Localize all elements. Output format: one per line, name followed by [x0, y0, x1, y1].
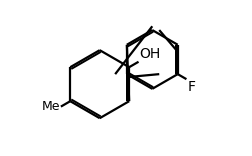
Text: OH: OH — [139, 47, 161, 61]
Text: Me: Me — [42, 100, 60, 113]
Text: F: F — [187, 80, 195, 94]
